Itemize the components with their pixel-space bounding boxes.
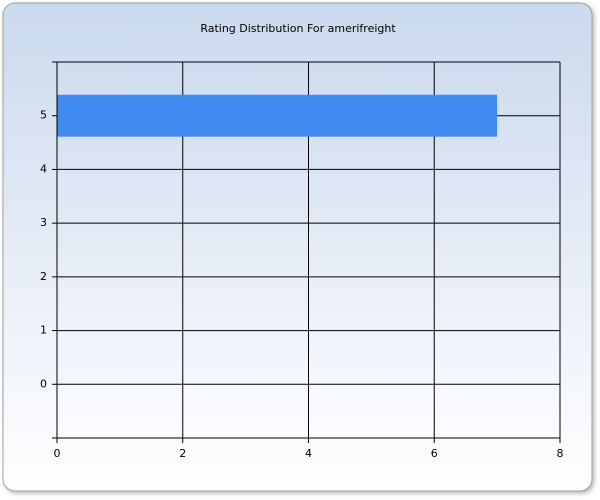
bar (57, 94, 498, 137)
y-tick-label: 5 (40, 109, 47, 122)
x-tick-label: 2 (179, 447, 186, 460)
x-tick-label: 4 (305, 447, 312, 460)
y-tick-label: 2 (40, 270, 47, 283)
y-tick-label: 3 (40, 216, 47, 229)
x-tick-label: 0 (54, 447, 61, 460)
x-tick-label: 6 (431, 447, 438, 460)
y-tick-label: 0 (40, 377, 47, 390)
x-tick-label: 8 (557, 447, 564, 460)
chart-title: Rating Distribution For amerifreight (200, 22, 396, 35)
y-tick-label: 4 (40, 162, 47, 175)
y-tick-label: 1 (40, 324, 47, 337)
